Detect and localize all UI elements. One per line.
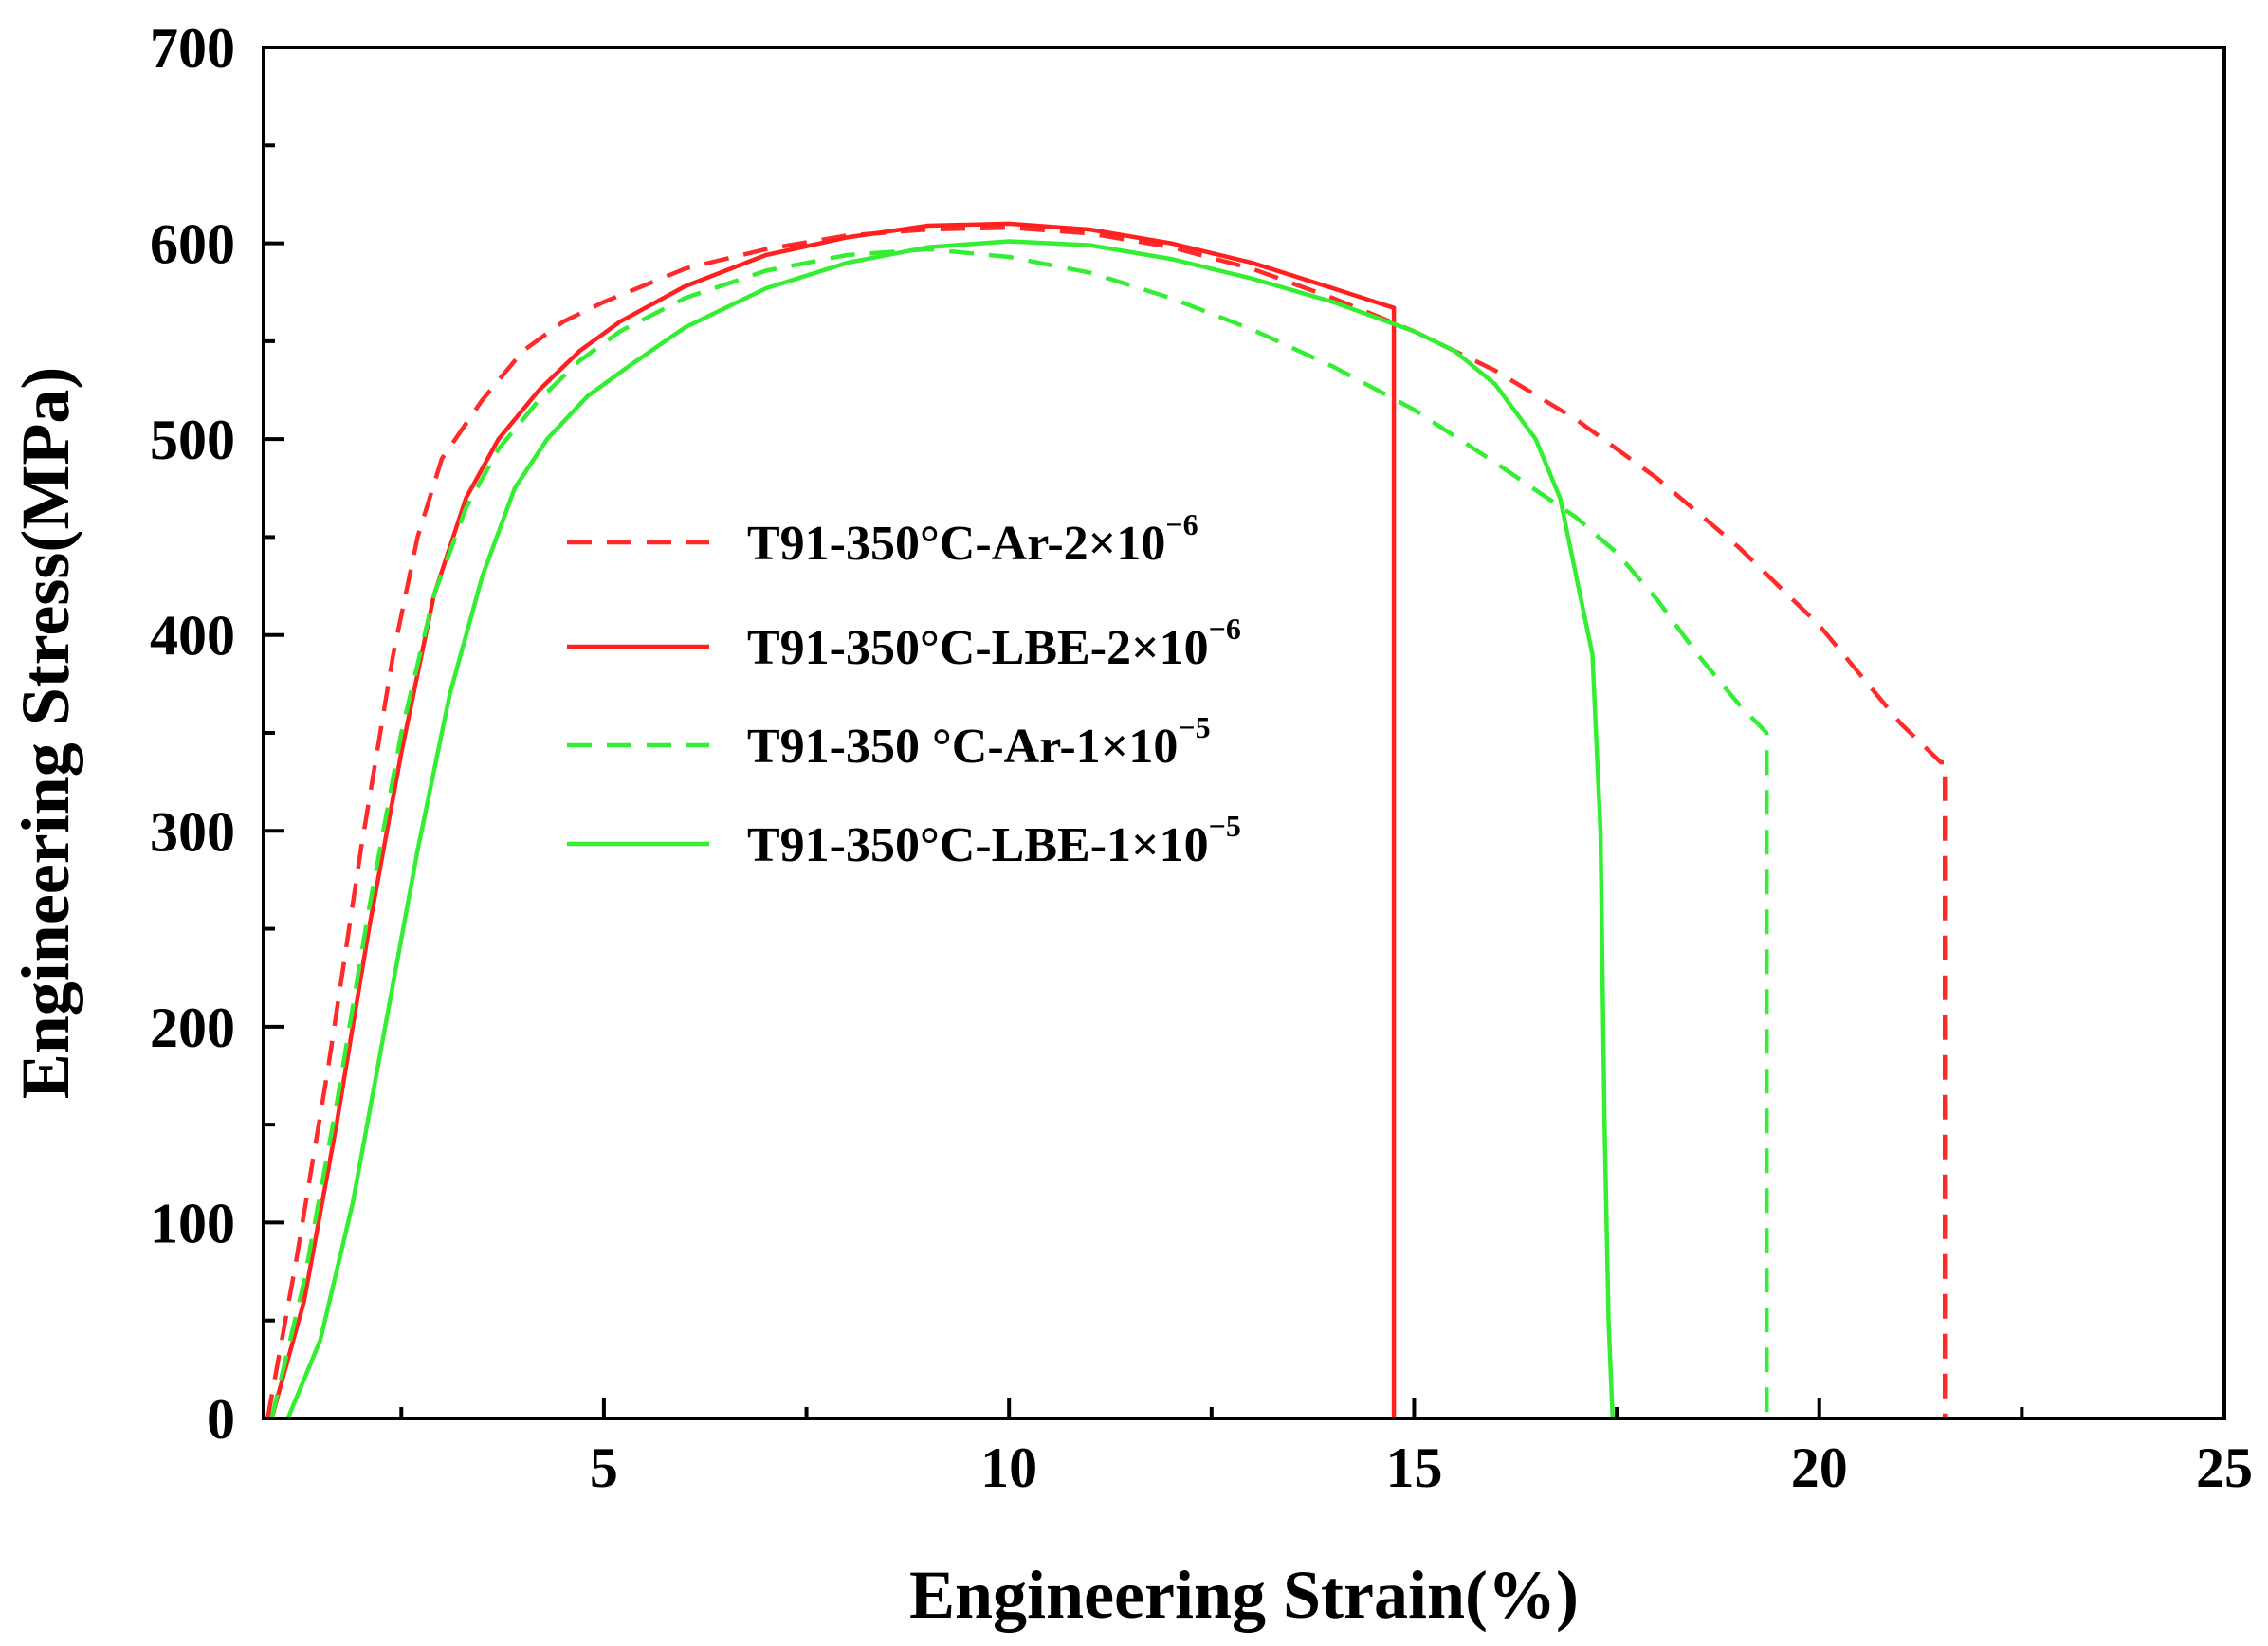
y-tick-label: 400 bbox=[150, 605, 235, 668]
x-tick-label: 25 bbox=[2196, 1436, 2253, 1499]
legend: T91-350°C-Ar-2×10−6T91-350°C-LBE-2×10−6T… bbox=[567, 507, 1241, 872]
legend-label-text: T91-350°C-Ar-2×10 bbox=[747, 517, 1165, 571]
legend-label-4: T91-350°C-LBE-1×10−5 bbox=[747, 809, 1241, 872]
legend-label-exponent: −5 bbox=[1178, 710, 1210, 744]
plot-frame bbox=[262, 46, 2226, 1420]
legend-label-exponent: −6 bbox=[1165, 507, 1198, 541]
series-line-1 bbox=[265, 225, 1948, 1419]
legend-label-3: T91-350 °C-Ar-1×10−5 bbox=[747, 710, 1211, 774]
y-axis-title: Engineering Stress(MPa) bbox=[8, 367, 83, 1100]
legend-label-text: T91-350°C-LBE-2×10 bbox=[747, 621, 1209, 675]
legend-label-exponent: −5 bbox=[1209, 809, 1241, 843]
legend-label-text: T91-350 °C-Ar-1×10 bbox=[747, 720, 1178, 774]
legend-label-1: T91-350°C-Ar-2×10−6 bbox=[747, 507, 1198, 571]
series-line-2 bbox=[269, 221, 1397, 1419]
series-line-4 bbox=[285, 239, 1616, 1419]
legend-label-text: T91-350°C-LBE-1×10 bbox=[747, 818, 1209, 872]
legend-label-2: T91-350°C-LBE-2×10−6 bbox=[747, 612, 1241, 675]
x-tick-label: 10 bbox=[980, 1436, 1037, 1499]
x-axis-title: Engineering Strain(%) bbox=[909, 1557, 1579, 1633]
x-tick-label: 5 bbox=[590, 1436, 618, 1499]
y-tick-label: 500 bbox=[150, 409, 235, 471]
y-tick-label: 600 bbox=[150, 213, 235, 276]
x-tick-label: 15 bbox=[1385, 1436, 1442, 1499]
y-tick-label: 0 bbox=[207, 1388, 235, 1451]
legend-label-exponent: −6 bbox=[1209, 612, 1241, 646]
y-tick-label: 700 bbox=[150, 17, 235, 80]
y-tick-label: 100 bbox=[150, 1192, 235, 1254]
x-tick-label: 20 bbox=[1791, 1436, 1848, 1499]
y-tick-label: 300 bbox=[150, 800, 235, 863]
y-tick-label: 200 bbox=[150, 997, 235, 1059]
